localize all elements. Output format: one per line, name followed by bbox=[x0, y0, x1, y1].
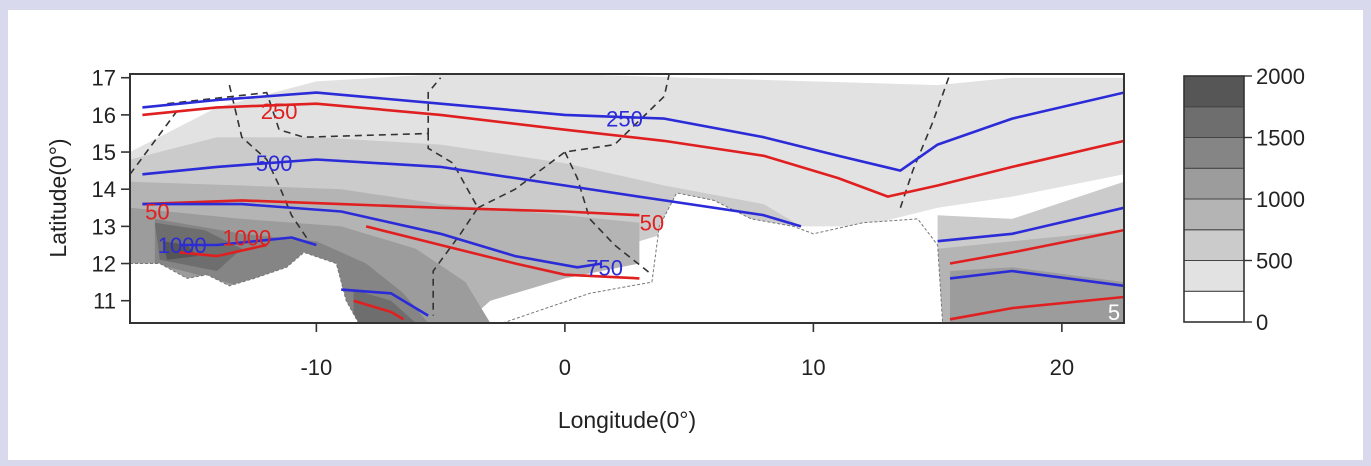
blue-isohyet-750-4 bbox=[949, 269, 1124, 288]
x-tick-label-20: 20 bbox=[1050, 355, 1074, 380]
colorbar-tick-label-1500: 1500 bbox=[1256, 126, 1305, 151]
no-data-region-1 bbox=[502, 192, 944, 323]
y-tick-label-14: 14 bbox=[92, 177, 116, 202]
colorbar-swatch-250 bbox=[1183, 260, 1245, 292]
red-isohyet-500-2 bbox=[949, 228, 1124, 265]
red-isohyet-750-3 bbox=[365, 225, 640, 280]
colorbar-swatch-500 bbox=[1183, 229, 1245, 261]
map-layer: 250 250 500 50 50 1000 1000 750 5 bbox=[130, 74, 1124, 325]
colorbar-swatch-1000 bbox=[1183, 167, 1245, 200]
y-tick-label-13: 13 bbox=[92, 214, 116, 239]
colorbar: 0 500 1000 1500 2000 bbox=[1183, 64, 1305, 335]
red-isohyet-750-4 bbox=[949, 295, 1124, 321]
contour-label-500-2: 500 bbox=[256, 151, 293, 176]
x-axis-title: Longitude(0°) bbox=[558, 407, 696, 433]
colorbar-swatch-1500 bbox=[1183, 106, 1245, 138]
blue-isohyet-1000-5 bbox=[179, 236, 317, 247]
isohyet-map-chart: 250 250 500 50 50 1000 1000 750 5 -10 0 10 20 11 12 13… bbox=[45, 64, 1305, 433]
country-border-2 bbox=[427, 133, 479, 316]
axes-layer: -10 0 10 20 11 12 13 14 15 16 17 bbox=[92, 66, 1075, 380]
y-tick-label-17: 17 bbox=[92, 66, 116, 91]
y-tick-label-12: 12 bbox=[92, 252, 116, 277]
contour-label-50-3: 50 bbox=[145, 200, 169, 225]
country-border-5 bbox=[899, 74, 951, 209]
figure-frame: 250 250 500 50 50 1000 1000 750 5 -10 0 10 20 11 12 13… bbox=[8, 10, 1363, 460]
y-tick-label-11: 11 bbox=[93, 289, 116, 314]
x-tick-label-10: 10 bbox=[801, 355, 825, 380]
shading-band-1750-10 bbox=[162, 241, 198, 260]
country-border-1 bbox=[167, 77, 442, 139]
red-isohyet-1000-6 bbox=[353, 299, 405, 321]
contour-label-1000-5: 1000 bbox=[158, 233, 207, 258]
red-isohyet-1000-5 bbox=[179, 243, 267, 258]
country-border-4 bbox=[564, 151, 653, 276]
blue-isohyet-500-1 bbox=[142, 158, 802, 228]
colorbar-swatch-1750 bbox=[1183, 75, 1245, 108]
colorbar-tick-label-1000: 1000 bbox=[1256, 187, 1305, 212]
contour-label-5-8: 5 bbox=[1108, 300, 1120, 325]
colorbar-swatch-1250 bbox=[1183, 137, 1245, 169]
contour-label-750-7: 750 bbox=[586, 255, 623, 280]
contour-label-250-1: 250 bbox=[606, 107, 643, 132]
colorbar-swatch-750 bbox=[1183, 198, 1245, 231]
blue-isohyet-500-2 bbox=[937, 206, 1124, 243]
shading-band-1500-9 bbox=[353, 289, 416, 323]
country-border-6 bbox=[130, 106, 181, 175]
y-tick-label-15: 15 bbox=[92, 140, 116, 165]
plot-border bbox=[129, 73, 1125, 324]
red-isohyet-500-1 bbox=[142, 199, 640, 217]
blue-isohyet-250-0 bbox=[142, 91, 1124, 172]
contour-label-50-4: 50 bbox=[640, 211, 664, 236]
contour-label-1000-6: 1000 bbox=[222, 226, 271, 251]
country-border-0 bbox=[228, 84, 310, 242]
colorbar-tick-label-2000: 2000 bbox=[1256, 64, 1305, 89]
y-tick-label-16: 16 bbox=[92, 103, 116, 128]
blue-isohyet-750-3 bbox=[142, 202, 603, 269]
blue-isohyet-1000-6 bbox=[341, 288, 429, 317]
x-tick-label-0: 0 bbox=[559, 355, 571, 380]
y-axis-title: Latitude(0°) bbox=[45, 138, 71, 257]
red-isohyet-250-0 bbox=[142, 102, 1124, 198]
colorbar-tick-label-500: 500 bbox=[1256, 249, 1293, 274]
x-tick-label--10: -10 bbox=[300, 355, 332, 380]
colorbar-swatch-0 bbox=[1183, 290, 1245, 323]
no-data-region-0 bbox=[130, 251, 360, 323]
contour-label-250-0: 250 bbox=[261, 99, 298, 124]
colorbar-tick-label-0: 0 bbox=[1256, 310, 1268, 335]
shading-band-1500-8 bbox=[154, 222, 242, 271]
